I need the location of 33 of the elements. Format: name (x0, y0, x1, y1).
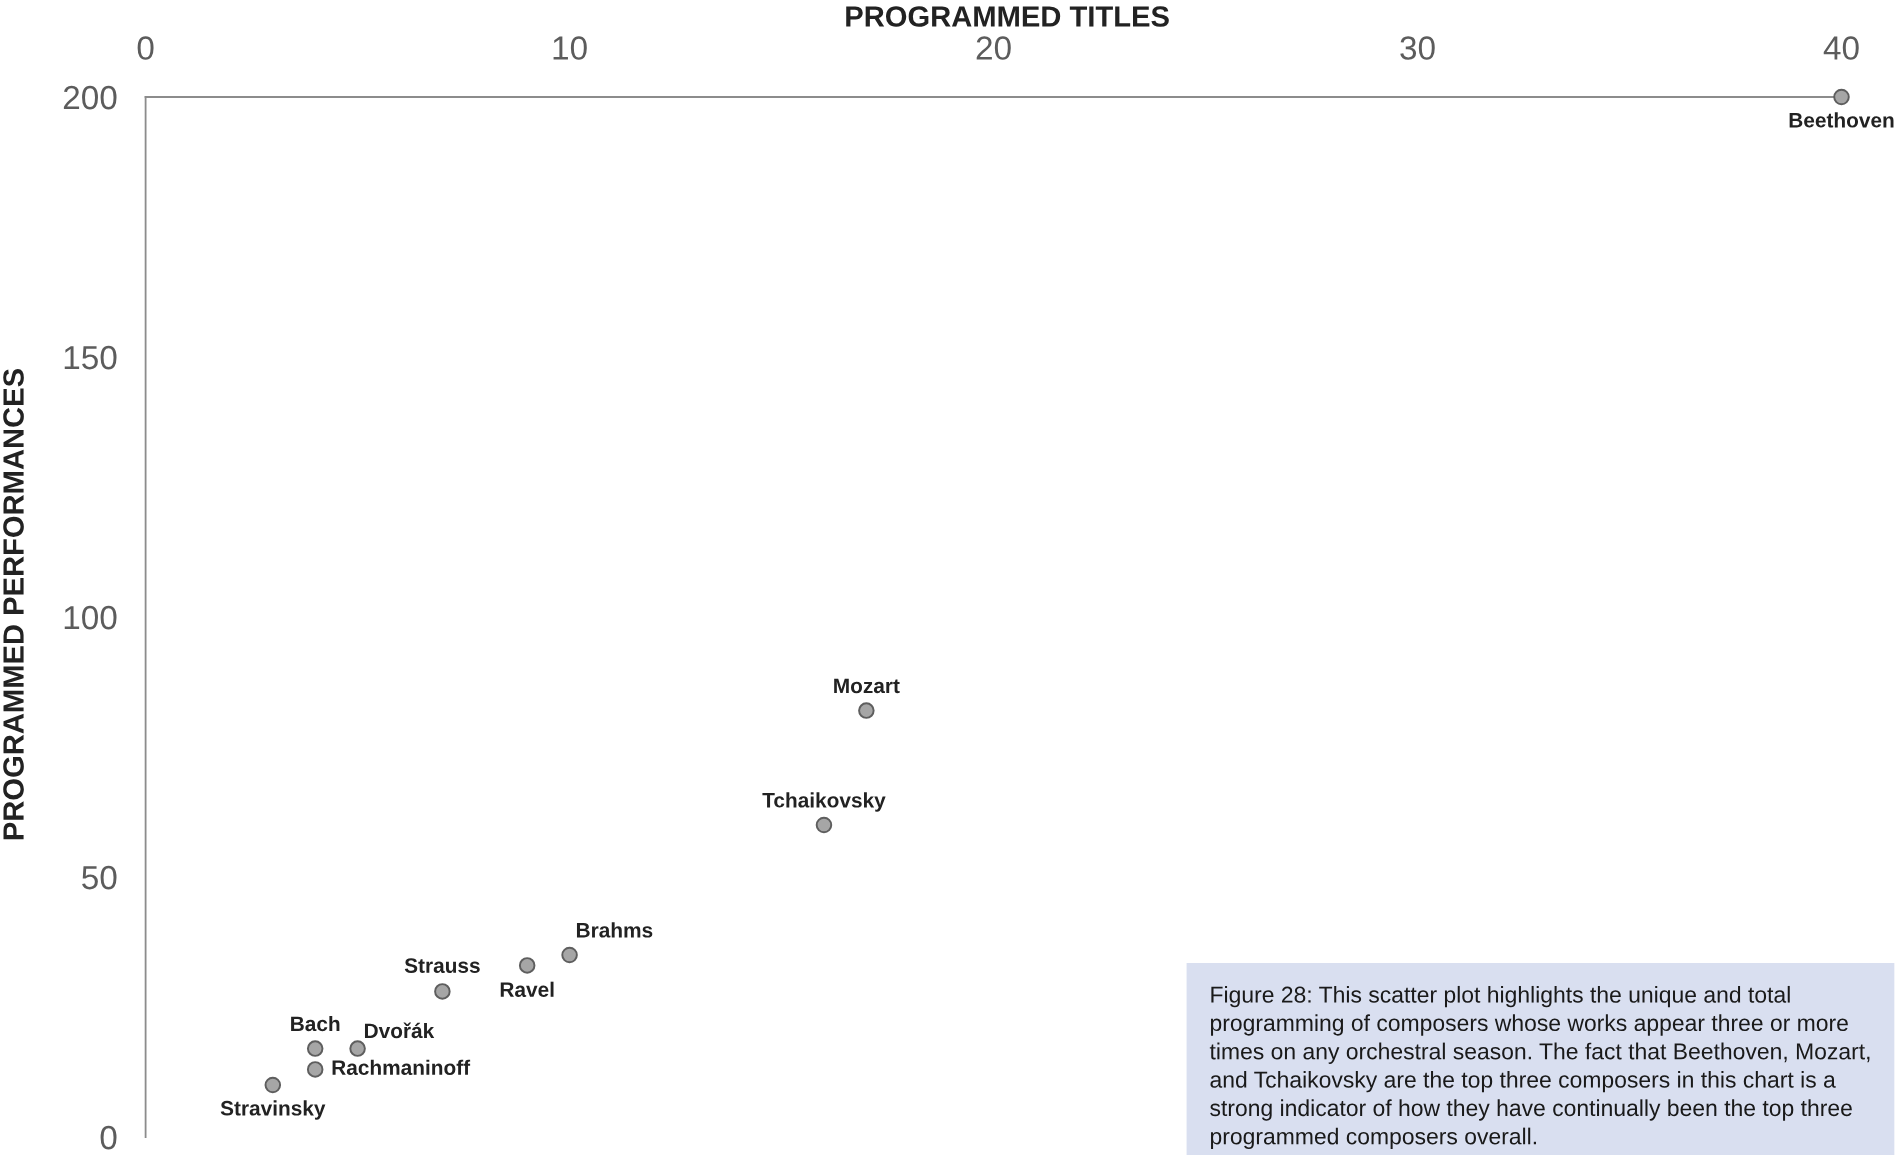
annotation: Ravel (500, 981, 554, 997)
point (306, 1040, 324, 1057)
point (1833, 88, 1850, 106)
annotation: Strauss (404, 958, 480, 973)
x-tick-label: 10 (553, 36, 587, 60)
x-tick-label: 30 (1400, 36, 1435, 60)
x-axis-title: PROGRAMMED TITLES (846, 6, 1169, 27)
point (434, 983, 451, 1000)
x-tick-label: 0 (137, 36, 154, 60)
y-tick-label: 200 (63, 85, 117, 110)
x-tick-label: 20 (976, 36, 1011, 60)
annotation: Tchaikovsky (762, 792, 886, 812)
annotation: Bach (291, 1015, 340, 1032)
annotation: Mozart (834, 678, 900, 694)
point (306, 1061, 324, 1078)
annotation: Figure 28: This scatter plot highlights the unique and total programming of composers whose works appear three or more times on any orchestral season. The fact that Beethoven, Mozart, and Tchaikovsky are the top three composers in this chart is a strong indicator of how they have continually been the top three programmed composers overall. (1209, 985, 1870, 1149)
annotation: Dvořák (364, 1022, 435, 1039)
point (561, 946, 578, 964)
point (349, 1040, 366, 1057)
annotation: Brahms (576, 922, 653, 938)
point (815, 816, 833, 834)
y-tick-label: 150 (64, 345, 117, 370)
y-axis-title: PROGRAMMED PERFORMANCES (3, 369, 24, 840)
annotation: Rachmaninoff (332, 1059, 471, 1075)
point (858, 702, 875, 719)
y-tick-label: 0 (100, 1125, 117, 1150)
x-tick-label: 40 (1823, 36, 1859, 60)
y-tick-label: 50 (82, 865, 117, 890)
point (518, 957, 536, 974)
annotation: Stravinsky (220, 1100, 326, 1120)
point (264, 1076, 282, 1094)
annotation: Beethoven (1789, 112, 1894, 128)
y-tick-label: 100 (64, 605, 117, 630)
